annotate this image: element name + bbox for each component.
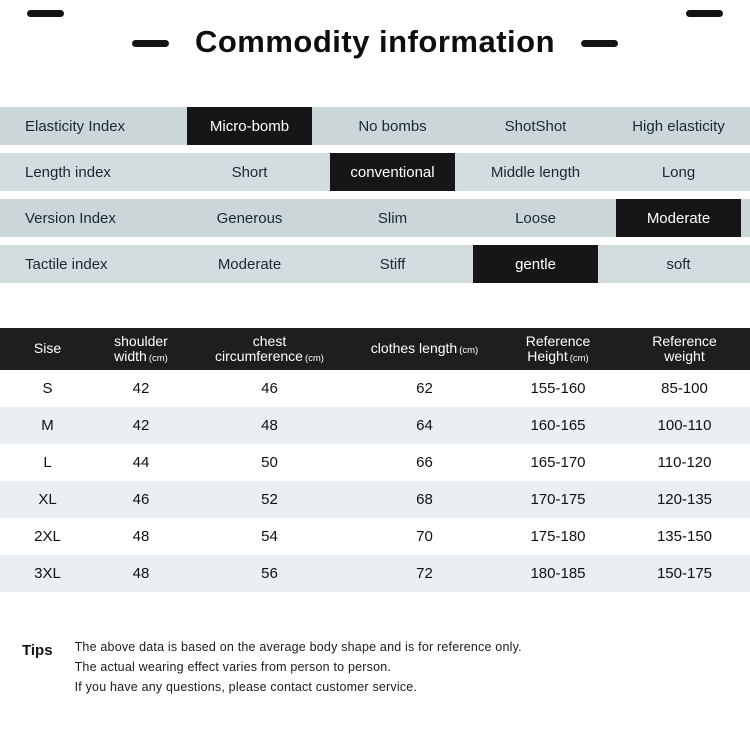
cell-chest: 46 bbox=[261, 380, 278, 397]
decorative-dash-right-mid bbox=[581, 40, 618, 47]
attribute-row-version: Version Index Generous Slim Loose Modera… bbox=[0, 199, 750, 237]
size-table: Sise shoulder width (cm) chest circumfere… bbox=[0, 328, 750, 592]
attribute-index-section: Elasticity Index Micro-bomb No bombs Sho… bbox=[0, 107, 750, 283]
cell-weight: 110-120 bbox=[657, 454, 712, 471]
attribute-option: Loose bbox=[515, 209, 556, 227]
tips-section: Tips The above data is based on the aver… bbox=[0, 640, 750, 694]
size-table-header-row: Sise shoulder width (cm) chest circumfere… bbox=[0, 328, 750, 370]
cell-size: 3XL bbox=[34, 565, 61, 582]
cell-weight: 120-135 bbox=[656, 491, 713, 508]
attribute-label: Length index bbox=[25, 163, 111, 181]
cell-size: M bbox=[41, 417, 54, 434]
cell-height: 175-180 bbox=[530, 528, 586, 545]
attribute-option-selected: conventional bbox=[321, 153, 464, 191]
attribute-option-selected: gentle bbox=[464, 245, 607, 283]
tips-lines: The above data is based on the average b… bbox=[75, 640, 522, 694]
tip-line: The actual wearing effect varies from pe… bbox=[74, 660, 392, 674]
table-row-3xl: 3XL 48 56 72 180-185 150-175 bbox=[0, 555, 750, 592]
cell-height: 155-160 bbox=[530, 380, 586, 397]
attribute-option: Generous bbox=[216, 209, 283, 227]
attribute-label: Version Index bbox=[25, 209, 116, 227]
cell-chest: 54 bbox=[261, 528, 278, 545]
cell-height: 180-185 bbox=[530, 565, 586, 582]
cell-height: 160-165 bbox=[530, 417, 586, 434]
tip-line: The above data is based on the average b… bbox=[74, 640, 522, 654]
cell-size: XL bbox=[38, 491, 57, 508]
cell-chest: 56 bbox=[261, 565, 278, 582]
attribute-option-selected: Moderate bbox=[607, 199, 750, 237]
attribute-row-length: Length index Short conventional Middle l… bbox=[0, 153, 750, 191]
cell-chest: 48 bbox=[261, 417, 278, 434]
cell-shoulder: 42 bbox=[132, 380, 150, 397]
cell-weight: 85-100 bbox=[661, 380, 708, 397]
attribute-option-selected: Micro-bomb bbox=[178, 107, 321, 145]
cell-length: 72 bbox=[416, 565, 433, 582]
cell-chest: 52 bbox=[261, 491, 278, 508]
attribute-option: Stiff bbox=[379, 255, 406, 273]
cell-shoulder: 42 bbox=[132, 417, 150, 434]
col-header-reference-weight: Reference weight bbox=[652, 332, 717, 364]
cell-shoulder: 48 bbox=[132, 565, 150, 582]
attribute-option: soft bbox=[666, 255, 691, 273]
attribute-option: Moderate bbox=[217, 255, 282, 273]
table-row-s: S 42 46 62 155-160 85-100 bbox=[0, 370, 750, 407]
attribute-option: High elasticity bbox=[632, 117, 725, 135]
attribute-row-elasticity: Elasticity Index Micro-bomb No bombs Sho… bbox=[0, 107, 750, 145]
attribute-row-tactile: Tactile index Moderate Stiff gentle soft bbox=[0, 245, 750, 283]
cell-length: 66 bbox=[416, 454, 433, 471]
cell-length: 62 bbox=[416, 380, 433, 397]
cell-length: 70 bbox=[416, 528, 433, 545]
attribute-option: Short bbox=[231, 163, 268, 181]
decorative-dash-left-top bbox=[27, 10, 64, 17]
attribute-option: ShotShot bbox=[504, 117, 567, 135]
table-row-2xl: 2XL 48 54 70 175-180 135-150 bbox=[0, 518, 750, 555]
cell-height: 165-170 bbox=[530, 454, 586, 471]
cell-size: L bbox=[43, 454, 52, 471]
table-row-l: L 44 50 66 165-170 110-120 bbox=[0, 444, 750, 481]
col-header-size: Sise bbox=[33, 340, 62, 357]
cell-weight: 150-175 bbox=[656, 565, 713, 582]
cell-shoulder: 48 bbox=[132, 528, 150, 545]
cell-shoulder: 46 bbox=[132, 491, 150, 508]
decorative-dash-left-mid bbox=[132, 40, 169, 47]
cell-weight: 135-150 bbox=[656, 528, 713, 545]
attribute-option: Long bbox=[661, 163, 696, 181]
cell-shoulder: 44 bbox=[132, 454, 150, 471]
cell-weight: 100-110 bbox=[657, 417, 712, 434]
attribute-label: Tactile index bbox=[25, 255, 108, 273]
cell-height: 170-175 bbox=[530, 491, 586, 508]
attribute-option: No bombs bbox=[358, 117, 427, 135]
tips-label: Tips bbox=[22, 642, 53, 659]
col-header-reference-height: Reference Height (cm) bbox=[525, 332, 591, 364]
attribute-option: Slim bbox=[377, 209, 408, 227]
table-row-xl: XL 46 52 68 170-175 120-135 bbox=[0, 481, 750, 518]
col-header-chest-circumference: chest circumference (cm) bbox=[215, 332, 324, 364]
tip-line: If you have any questions, please contac… bbox=[74, 680, 418, 694]
cell-size: 2XL bbox=[34, 528, 61, 545]
cell-length: 64 bbox=[416, 417, 433, 434]
col-header-shoulder-width: shoulder width (cm) bbox=[114, 332, 168, 364]
attribute-label: Elasticity Index bbox=[25, 117, 126, 135]
cell-length: 68 bbox=[416, 491, 433, 508]
table-row-m: M 42 48 64 160-165 100-110 bbox=[0, 407, 750, 444]
col-header-clothes-length: clothes length (cm) bbox=[370, 340, 479, 357]
title-section: Commodity information bbox=[0, 0, 750, 105]
attribute-option: Middle length bbox=[490, 163, 581, 181]
cell-size: S bbox=[42, 380, 53, 397]
page-title: Commodity information bbox=[194, 24, 556, 59]
decorative-dash-right-top bbox=[686, 10, 723, 17]
cell-chest: 50 bbox=[261, 454, 278, 471]
